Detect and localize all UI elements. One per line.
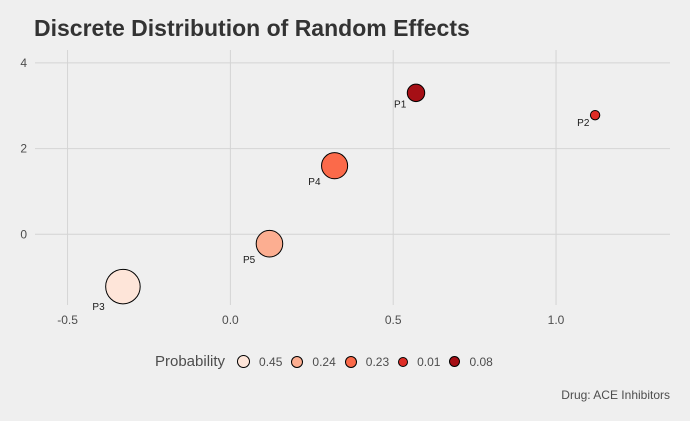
legend-title: Probability: [155, 353, 226, 370]
data-point: [255, 229, 284, 258]
legend-item: 0.08: [449, 354, 493, 369]
point-label: P1: [394, 100, 407, 111]
data-point: [105, 268, 141, 305]
point-label: P2: [577, 118, 590, 129]
y-tick-label: 4: [20, 56, 27, 70]
legend-item: 0.23: [344, 354, 390, 369]
data-point: [406, 83, 426, 103]
legend-label: 0.23: [365, 354, 390, 369]
legend-item: 0.24: [291, 354, 336, 369]
legend-label: 0.08: [469, 354, 493, 369]
data-point: [321, 152, 349, 180]
x-tick-label: 1.0: [548, 313, 565, 327]
legend-item: 0.01: [398, 355, 440, 369]
legend-label: 0.01: [417, 354, 441, 369]
x-tick-label: 0.5: [385, 313, 402, 327]
legend-key: [449, 356, 461, 367]
data-point: [589, 109, 601, 121]
data-points: P1 P2 P3 P4 P5: [92, 83, 601, 313]
point-label: P5: [243, 255, 256, 266]
chart-title: Discrete Distribution of Random Effects: [34, 15, 470, 41]
legend-key: [398, 356, 409, 367]
legend-items: 0.45 0.24 0.23 0.01 0.08: [237, 355, 502, 369]
y-tick-label: 0: [20, 227, 27, 241]
legend-label: 0.24: [312, 354, 336, 369]
plot-area: -0.5 0.0 0.5 1.0 0 2 4 P1 P2 P3 P4 P5: [20, 50, 670, 327]
point-label: P4: [308, 177, 321, 188]
legend-key: [344, 355, 357, 368]
caption: Drug: ACE Inhibitors: [561, 388, 670, 402]
legend-key: [237, 355, 251, 368]
legend-label: 0.45: [259, 354, 283, 369]
legend: Probability 0.45 0.24 0.23 0.01 0.08: [155, 353, 502, 370]
legend-key: [291, 355, 304, 368]
point-label: P3: [92, 302, 105, 313]
y-tick-label: 2: [20, 142, 27, 156]
x-tick-label: -0.5: [57, 313, 78, 327]
grid-lines: [35, 50, 670, 305]
legend-item: 0.45: [237, 355, 282, 369]
axis-ticks: -0.5 0.0 0.5 1.0 0 2 4: [20, 56, 564, 327]
x-tick-label: 0.0: [222, 313, 239, 327]
